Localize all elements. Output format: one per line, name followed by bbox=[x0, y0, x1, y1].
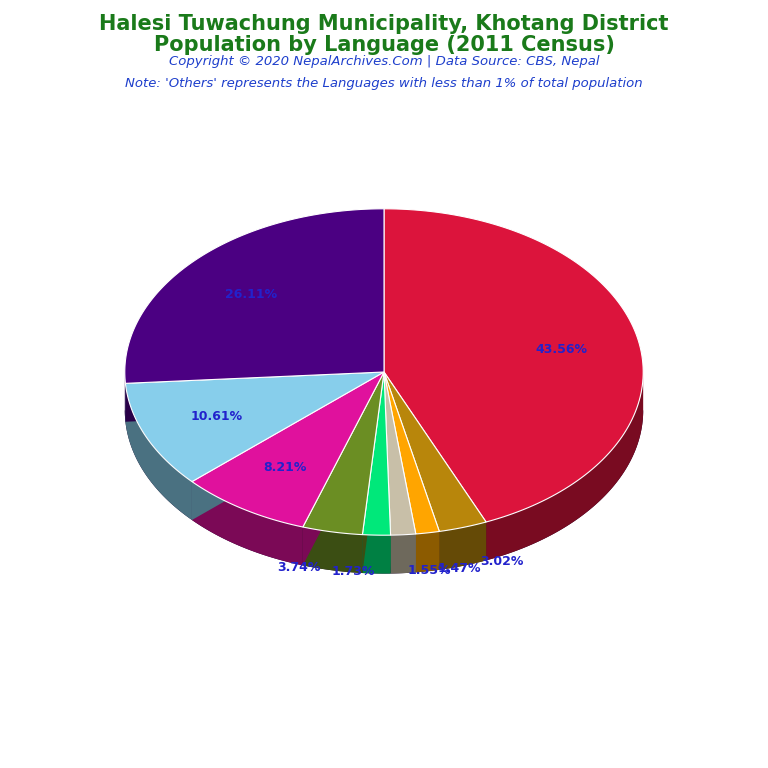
PathPatch shape bbox=[303, 372, 384, 535]
Polygon shape bbox=[391, 534, 415, 574]
Text: 1.73%: 1.73% bbox=[332, 564, 375, 578]
Text: Copyright © 2020 NepalArchives.Com | Data Source: CBS, Nepal: Copyright © 2020 NepalArchives.Com | Dat… bbox=[169, 55, 599, 68]
Text: 8.21%: 8.21% bbox=[263, 462, 306, 475]
Text: Halesi Tuwachung Municipality, Khotang District: Halesi Tuwachung Municipality, Khotang D… bbox=[99, 14, 669, 34]
Text: Note: 'Others' represents the Languages with less than 1% of total population: Note: 'Others' represents the Languages … bbox=[125, 77, 643, 90]
Polygon shape bbox=[362, 372, 384, 573]
Polygon shape bbox=[362, 535, 391, 574]
Text: 3.74%: 3.74% bbox=[277, 561, 321, 574]
PathPatch shape bbox=[384, 209, 643, 522]
Polygon shape bbox=[303, 372, 384, 565]
Polygon shape bbox=[125, 372, 384, 422]
Polygon shape bbox=[439, 522, 486, 570]
Polygon shape bbox=[415, 531, 439, 572]
PathPatch shape bbox=[125, 209, 384, 383]
Polygon shape bbox=[192, 372, 384, 520]
PathPatch shape bbox=[192, 372, 384, 527]
Polygon shape bbox=[486, 375, 643, 561]
Text: Population by Language (2011 Census): Population by Language (2011 Census) bbox=[154, 35, 614, 55]
Polygon shape bbox=[384, 372, 486, 561]
Text: 26.11%: 26.11% bbox=[225, 287, 277, 300]
Polygon shape bbox=[384, 372, 415, 572]
Polygon shape bbox=[384, 372, 439, 570]
Polygon shape bbox=[125, 383, 192, 520]
Polygon shape bbox=[303, 372, 384, 565]
Text: 3.02%: 3.02% bbox=[481, 555, 524, 568]
Polygon shape bbox=[125, 372, 384, 422]
Text: 1.47%: 1.47% bbox=[437, 561, 481, 574]
PathPatch shape bbox=[125, 372, 384, 482]
PathPatch shape bbox=[384, 372, 415, 535]
Polygon shape bbox=[124, 410, 644, 574]
Polygon shape bbox=[384, 372, 439, 570]
Polygon shape bbox=[192, 372, 384, 520]
Polygon shape bbox=[384, 372, 391, 574]
Text: 1.55%: 1.55% bbox=[408, 564, 451, 577]
Polygon shape bbox=[303, 527, 362, 573]
Polygon shape bbox=[384, 372, 391, 574]
Polygon shape bbox=[362, 372, 384, 573]
Polygon shape bbox=[384, 372, 486, 561]
PathPatch shape bbox=[384, 372, 486, 531]
Polygon shape bbox=[192, 482, 303, 565]
PathPatch shape bbox=[362, 372, 391, 535]
PathPatch shape bbox=[384, 372, 439, 534]
Text: 10.61%: 10.61% bbox=[191, 410, 243, 423]
Text: 43.56%: 43.56% bbox=[536, 343, 588, 356]
Polygon shape bbox=[384, 372, 415, 572]
